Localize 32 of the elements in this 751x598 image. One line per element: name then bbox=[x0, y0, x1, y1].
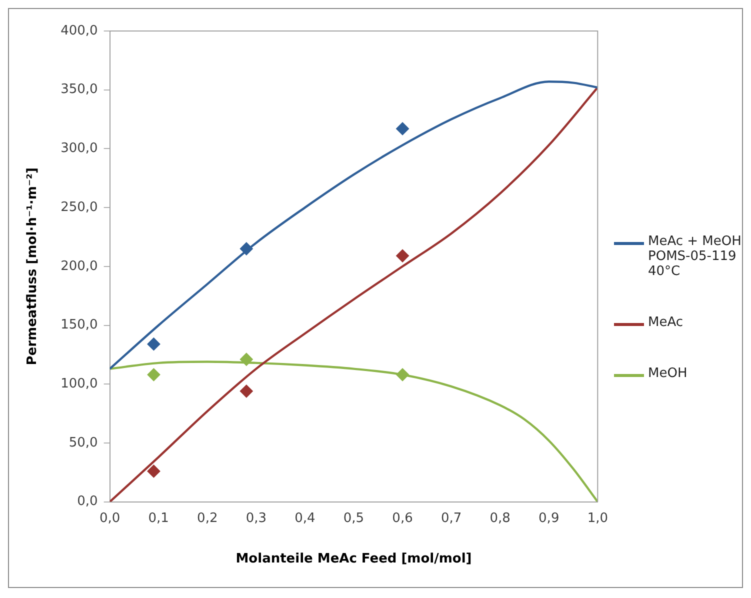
y-tick-label: 300,0 bbox=[60, 141, 98, 156]
x-tick-label: 1,0 bbox=[587, 510, 608, 526]
x-tick-label: 0,4 bbox=[294, 510, 316, 526]
y-tick-label: 200,0 bbox=[60, 258, 98, 274]
legend-label: MeAc + MeOH POMS-05-119 40°C bbox=[648, 234, 742, 279]
y-tick-label: 150,0 bbox=[60, 318, 98, 333]
point bbox=[147, 368, 160, 382]
x-tick-label: 0,6 bbox=[392, 510, 413, 526]
point bbox=[240, 384, 253, 398]
line-series bbox=[110, 80, 598, 370]
x-tick-label: 0,8 bbox=[490, 510, 510, 526]
point bbox=[147, 464, 160, 478]
y-tick-label: 0,0 bbox=[77, 494, 98, 510]
y-tick-label: 400,0 bbox=[60, 23, 98, 38]
x-tick-label: 0,7 bbox=[440, 510, 462, 526]
point bbox=[147, 338, 160, 351]
x-tick-label: 0,9 bbox=[538, 510, 560, 526]
y-axis-title: Permeatfluss [mol·h⁻¹·m⁻²] bbox=[25, 168, 40, 366]
x-tick-label: 0,2 bbox=[197, 510, 218, 526]
x-axis-title: Molanteile MeAc Feed [mol/mol] bbox=[236, 552, 472, 567]
y-tick-label: 250,0 bbox=[60, 200, 98, 215]
x-tick-label: 0,1 bbox=[148, 510, 169, 526]
point bbox=[396, 249, 410, 262]
x-tick-label: 0,3 bbox=[246, 510, 267, 526]
y-tick-label: 50,0 bbox=[68, 435, 98, 450]
x-tick-label: 0,0 bbox=[99, 510, 120, 526]
point bbox=[396, 122, 410, 136]
legend-label: MeOH bbox=[648, 366, 688, 381]
y-tick-label: 100,0 bbox=[60, 376, 98, 392]
legend-label: MeAc bbox=[648, 315, 684, 330]
y-tick-label: 350,0 bbox=[60, 82, 98, 98]
x-tick-label: 0,5 bbox=[343, 510, 364, 526]
